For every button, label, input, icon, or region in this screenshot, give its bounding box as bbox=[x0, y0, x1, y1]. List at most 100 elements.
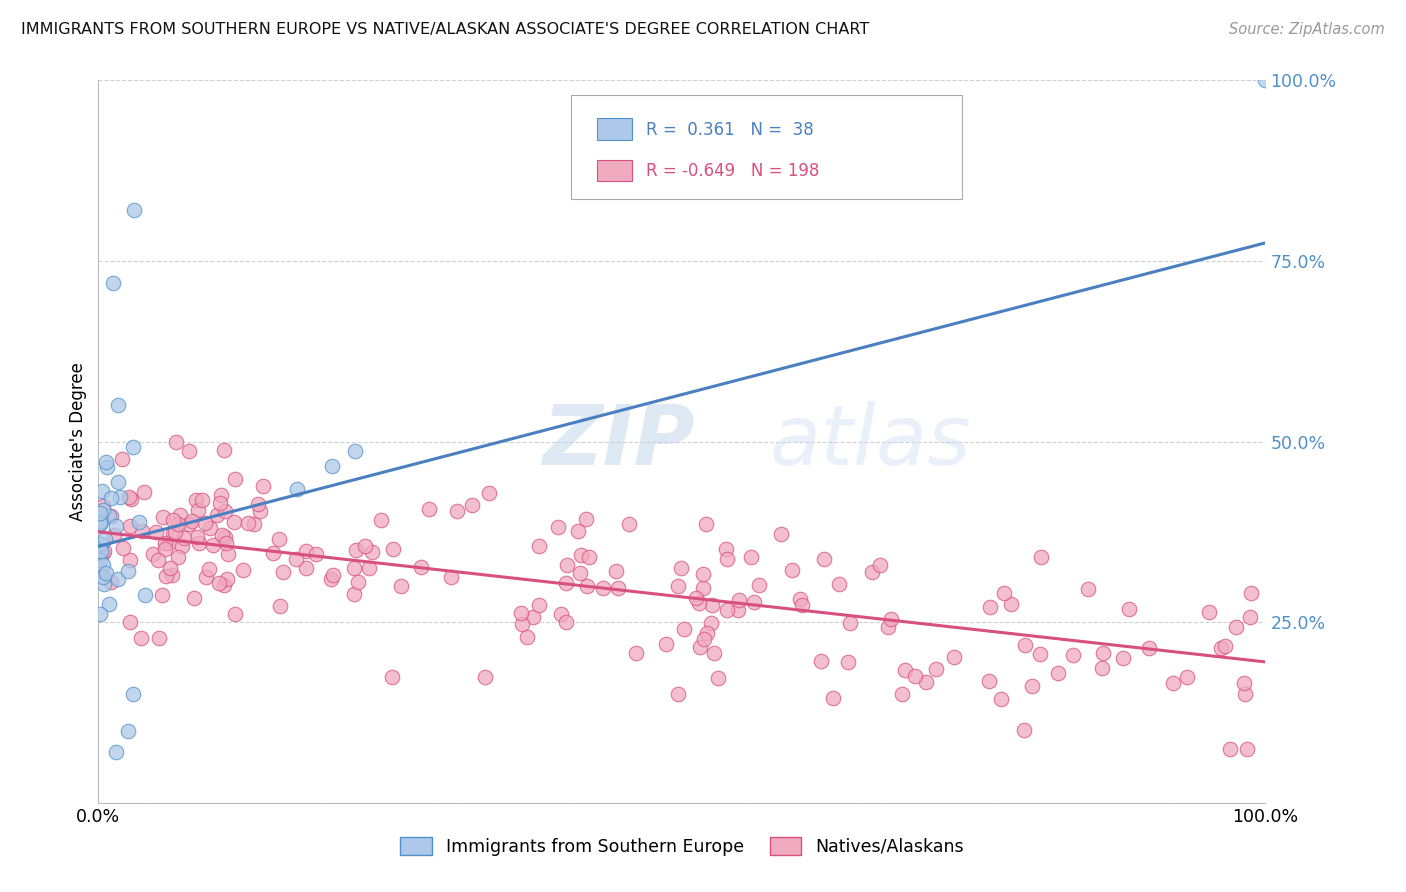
Point bbox=[692, 567, 714, 582]
Point bbox=[146, 552, 169, 566]
Point bbox=[740, 550, 762, 565]
Point bbox=[1118, 602, 1140, 616]
Point bbox=[108, 490, 131, 504]
Point bbox=[695, 517, 717, 532]
Point bbox=[107, 398, 129, 412]
Text: R =  0.361   N =  38: R = 0.361 N = 38 bbox=[645, 120, 814, 139]
Point bbox=[977, 674, 1000, 689]
Point bbox=[118, 553, 141, 567]
Point bbox=[474, 670, 496, 684]
Point bbox=[162, 513, 184, 527]
Point bbox=[111, 541, 134, 556]
Point bbox=[942, 650, 965, 665]
Point bbox=[131, 631, 153, 645]
Point bbox=[780, 563, 803, 577]
Point bbox=[359, 561, 381, 575]
Point bbox=[1137, 640, 1160, 655]
Point bbox=[94, 532, 117, 546]
Point bbox=[262, 546, 284, 560]
Point bbox=[370, 513, 392, 527]
Point bbox=[1062, 648, 1084, 662]
Point bbox=[162, 525, 184, 540]
Point bbox=[214, 530, 236, 544]
Point bbox=[440, 570, 463, 584]
Point bbox=[89, 506, 111, 520]
Point bbox=[142, 547, 165, 561]
FancyBboxPatch shape bbox=[571, 95, 962, 200]
Point bbox=[122, 440, 145, 454]
Point bbox=[696, 626, 718, 640]
Point bbox=[294, 560, 316, 574]
Point bbox=[382, 542, 405, 557]
Point bbox=[217, 572, 239, 586]
Point bbox=[91, 570, 114, 584]
Point bbox=[180, 515, 202, 529]
Point bbox=[744, 595, 766, 609]
Point bbox=[200, 521, 222, 535]
Point bbox=[152, 589, 174, 603]
Point bbox=[1047, 665, 1070, 680]
Point bbox=[100, 491, 122, 505]
Point bbox=[389, 579, 412, 593]
Point bbox=[153, 536, 176, 550]
Point bbox=[354, 539, 377, 553]
Point bbox=[716, 542, 738, 557]
Point bbox=[238, 516, 260, 530]
Point bbox=[208, 575, 231, 590]
Text: ZIP: ZIP bbox=[541, 401, 695, 482]
Point bbox=[224, 472, 246, 486]
Point bbox=[343, 560, 366, 574]
Point bbox=[569, 548, 592, 562]
Point bbox=[575, 512, 598, 526]
Point bbox=[1014, 638, 1036, 652]
Point bbox=[510, 616, 533, 631]
Point bbox=[592, 581, 614, 595]
Point bbox=[96, 455, 118, 469]
Point bbox=[209, 488, 232, 502]
Point bbox=[187, 536, 209, 550]
Legend: Immigrants from Southern Europe, Natives/Alaskans: Immigrants from Southern Europe, Natives… bbox=[401, 837, 963, 855]
Point bbox=[688, 596, 710, 610]
Point bbox=[186, 493, 208, 508]
Point bbox=[101, 276, 124, 290]
Point bbox=[100, 575, 122, 590]
Point bbox=[880, 612, 903, 626]
Point bbox=[100, 509, 122, 524]
Point bbox=[155, 569, 177, 583]
Point bbox=[1225, 620, 1247, 634]
Point bbox=[104, 745, 127, 759]
Point bbox=[1077, 582, 1099, 596]
Bar bbox=[596, 160, 631, 181]
Point bbox=[224, 607, 246, 622]
Point bbox=[666, 579, 689, 593]
Point bbox=[218, 547, 240, 561]
Point bbox=[1021, 679, 1043, 693]
Point bbox=[94, 566, 117, 581]
Point bbox=[214, 504, 236, 518]
Point bbox=[208, 496, 231, 510]
Point bbox=[567, 524, 589, 539]
Point bbox=[624, 646, 647, 660]
Point bbox=[344, 543, 367, 558]
Point bbox=[655, 636, 678, 650]
Point bbox=[554, 576, 576, 591]
Point bbox=[810, 654, 832, 668]
Point bbox=[1233, 676, 1256, 690]
Point bbox=[716, 603, 738, 617]
Point bbox=[103, 528, 125, 542]
Point bbox=[165, 435, 187, 450]
Point bbox=[198, 561, 221, 575]
Point bbox=[159, 536, 181, 550]
Point bbox=[550, 607, 572, 621]
Point bbox=[914, 675, 936, 690]
Point bbox=[98, 598, 121, 612]
Point bbox=[169, 508, 191, 523]
Point bbox=[128, 515, 150, 529]
Point bbox=[522, 610, 544, 624]
Point bbox=[186, 530, 208, 544]
Point bbox=[707, 671, 730, 685]
Point bbox=[446, 504, 468, 518]
Point bbox=[117, 564, 139, 578]
Point bbox=[107, 572, 129, 586]
Point bbox=[1239, 610, 1261, 624]
